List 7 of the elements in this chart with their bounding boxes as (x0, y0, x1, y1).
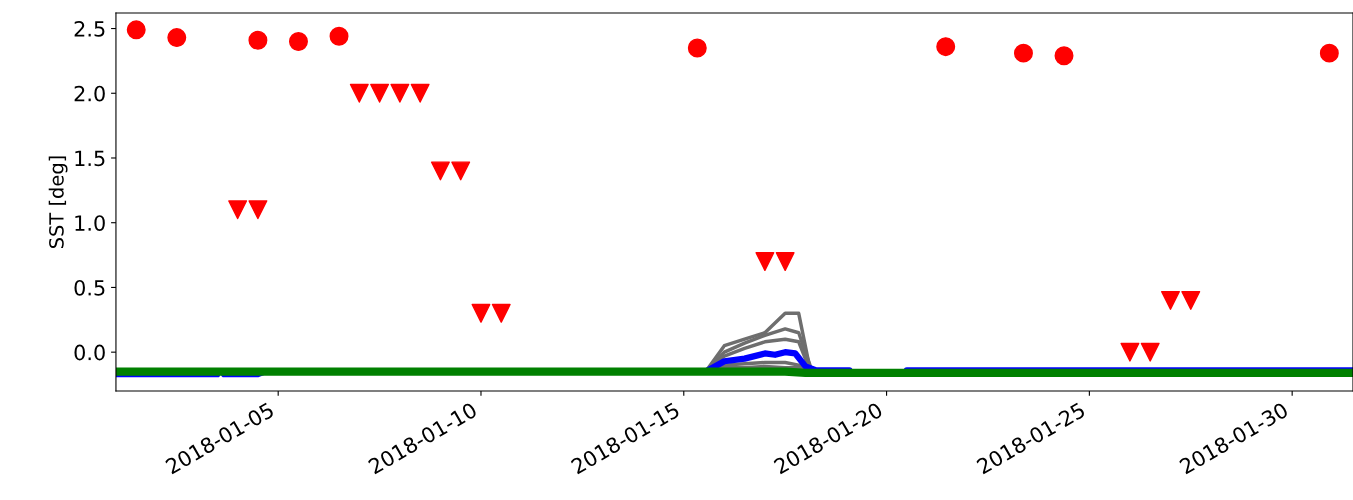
y-tick-label: 2.0 (74, 85, 105, 102)
y-tick-label: 1.0 (75, 215, 105, 231)
y-axis-title: SST [deg] (48, 156, 68, 248)
y-tick-label: 2.5 (74, 20, 105, 37)
y-tick-label: 0.0 (74, 344, 105, 361)
y-tick-label: 1.5 (75, 150, 105, 167)
y-tick-label: 0.5 (74, 279, 105, 296)
